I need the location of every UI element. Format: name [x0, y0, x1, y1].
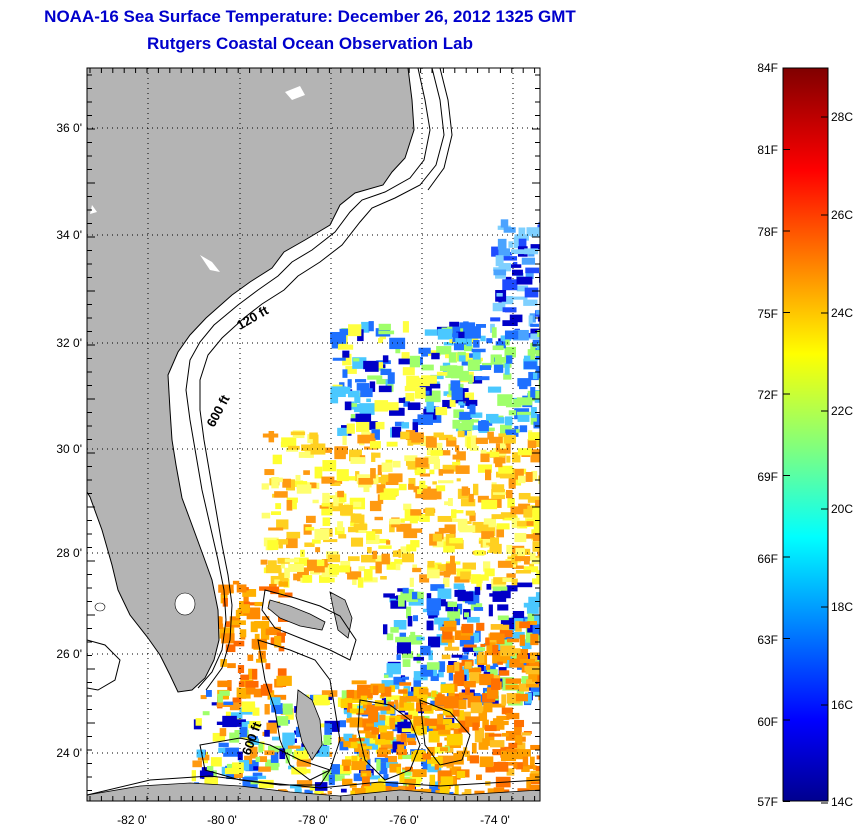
fahrenheit-label: 81F [757, 143, 778, 157]
latitude-labels: 36 0' 34 0' 32 0' 30 0' 28 0' 26 0' 24 0… [56, 121, 82, 760]
map-area [87, 68, 540, 801]
bathymetry-contours [87, 68, 540, 796]
fahrenheit-labels: 84F 81F 78F 75F 72F 69F 66F 63F 60F 57F [757, 61, 778, 809]
land-cuba [87, 782, 540, 801]
lat-label: 34 0' [56, 228, 82, 242]
lat-label: 32 0' [56, 336, 82, 350]
celsius-label: 16C [831, 698, 853, 712]
fahrenheit-label: 66F [757, 552, 778, 566]
celsius-labels: 28C 26C 24C 22C 20C 18C 16C 14C [831, 110, 853, 809]
lon-label: -80 0' [207, 813, 237, 827]
map-subtitle: Rutgers Coastal Ocean Observation Lab [147, 34, 473, 53]
fahrenheit-label: 84F [757, 61, 778, 75]
celsius-label: 14C [831, 795, 853, 809]
lat-label: 26 0' [56, 647, 82, 661]
map-ticks [87, 68, 540, 801]
lat-label: 28 0' [56, 546, 82, 560]
longitude-labels: -82 0' -80 0' -78 0' -76 0' -74 0' [117, 813, 510, 827]
lon-label: -78 0' [298, 813, 328, 827]
lon-label: -74 0' [480, 813, 510, 827]
colorbar-gradient [782, 67, 829, 802]
map-frame [86, 67, 541, 802]
graticule [87, 68, 540, 801]
lat-label: 30 0' [56, 442, 82, 456]
celsius-label: 24C [831, 306, 853, 320]
colorbar-ticks [783, 67, 828, 804]
land-mainland [87, 68, 415, 693]
fahrenheit-label: 78F [757, 225, 778, 239]
fahrenheit-label: 69F [757, 470, 778, 484]
fahrenheit-label: 63F [757, 633, 778, 647]
sst-map: 120 ft 600 ft 600 ft 36 0' 34 0' 32 0' 3… [56, 67, 541, 827]
fahrenheit-label: 60F [757, 715, 778, 729]
land-grand-bahama [267, 599, 326, 631]
celsius-label: 18C [831, 600, 853, 614]
lat-label: 24 0' [56, 746, 82, 760]
map-title: NOAA-16 Sea Surface Temperature: Decembe… [44, 7, 576, 26]
lake-okeechobee [174, 592, 196, 616]
lon-label: -82 0' [117, 813, 147, 827]
colorbar: 84F 81F 78F 75F 72F 69F 66F 63F 60F 57F … [757, 61, 853, 809]
fahrenheit-label: 72F [757, 388, 778, 402]
fahrenheit-label: 75F [757, 307, 778, 321]
celsius-label: 28C [831, 110, 853, 124]
celsius-label: 26C [831, 208, 853, 222]
lat-label: 36 0' [56, 121, 82, 135]
celsius-label: 20C [831, 502, 853, 516]
lon-label: -76 0' [389, 813, 419, 827]
celsius-label: 22C [831, 404, 853, 418]
fahrenheit-label: 57F [757, 795, 778, 809]
